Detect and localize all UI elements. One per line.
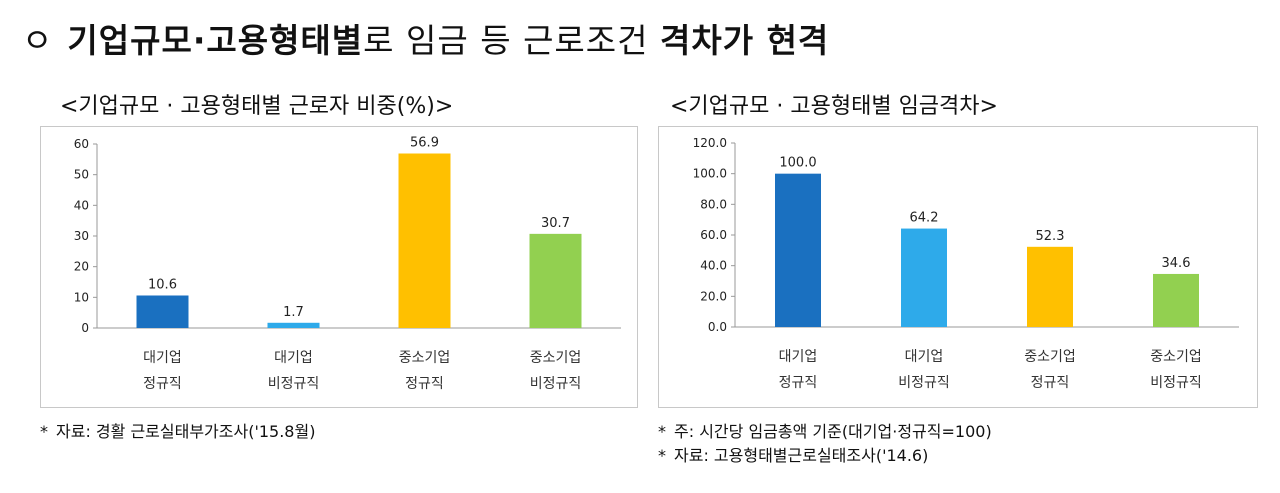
bar-value-label: 1.7: [283, 305, 304, 320]
x-category-sublabel: 정규직: [1031, 375, 1070, 391]
title-bold-part-1: 기업규모·고용형태별: [67, 21, 364, 60]
title-normal-part: 로 임금 등 근로조건: [363, 21, 660, 60]
title-bold-part-2: 격차가 현격: [660, 21, 830, 60]
y-tick-label: 0: [81, 321, 89, 335]
bar-value-label: 30.7: [541, 216, 570, 231]
bar: [775, 173, 821, 327]
bar: [901, 228, 947, 327]
note-text: 주: 시간당 임금총액 기준(대기업·정규직=100): [674, 422, 992, 441]
title-bullet: ㅇ: [22, 21, 54, 60]
page-title: ㅇ 기업규모·고용형태별로 임금 등 근로조건 격차가 현격: [22, 14, 829, 62]
bar-value-label: 64.2: [910, 211, 939, 226]
bar: [398, 153, 451, 328]
x-category-label: 대기업: [779, 349, 818, 365]
x-category-sublabel: 비정규직: [1150, 375, 1202, 391]
x-category-label: 중소기업: [399, 350, 451, 366]
x-category-sublabel: 비정규직: [530, 376, 582, 392]
y-tick-label: 0.0: [708, 320, 727, 334]
y-tick-label: 60.0: [700, 228, 727, 242]
y-tick-label: 40.0: [700, 259, 727, 273]
y-tick-label: 10: [74, 290, 89, 304]
y-tick-label: 50: [74, 168, 89, 182]
x-category-sublabel: 정규직: [143, 376, 182, 392]
bar-value-label: 34.6: [1162, 256, 1191, 271]
left-source-note: * 자료: 경활 근로실태부가조사('15.8월): [40, 418, 315, 442]
bar-value-label: 10.6: [148, 277, 177, 292]
right-chart-title: <기업규모 · 고용형태별 임금격차>: [670, 94, 998, 119]
bar-value-label: 100.0: [779, 156, 816, 171]
y-tick-label: 20.0: [700, 289, 727, 303]
x-category-sublabel: 비정규직: [898, 375, 950, 391]
x-category-sublabel: 비정규직: [268, 376, 320, 392]
y-tick-label: 60: [74, 137, 89, 151]
y-tick-label: 80.0: [700, 197, 727, 211]
x-category-label: 중소기업: [1150, 349, 1202, 365]
x-category-label: 대기업: [143, 350, 182, 366]
bar-value-label: 52.3: [1036, 229, 1065, 244]
x-category-label: 대기업: [274, 350, 313, 366]
y-tick-label: 30: [74, 229, 89, 243]
x-category-sublabel: 정규직: [405, 376, 444, 392]
bar: [267, 322, 320, 328]
bar-value-label: 56.9: [410, 136, 439, 151]
note-text: 자료: 경활 근로실태부가조사('15.8월): [56, 422, 316, 441]
x-category-label: 중소기업: [530, 350, 582, 366]
y-tick-label: 120.0: [693, 136, 727, 150]
bar: [1027, 246, 1073, 327]
y-tick-label: 100.0: [693, 167, 727, 181]
bar: [136, 295, 189, 328]
x-category-label: 대기업: [905, 349, 944, 365]
y-tick-label: 20: [74, 260, 89, 274]
y-tick-label: 40: [74, 198, 89, 212]
bar: [529, 233, 582, 328]
x-category-sublabel: 정규직: [779, 375, 818, 391]
x-category-label: 중소기업: [1024, 349, 1076, 365]
note-star: *: [658, 446, 666, 465]
note-star: *: [40, 422, 48, 441]
note-text: 자료: 고용형태별근로실태조사('14.6): [674, 446, 929, 465]
right-footnote: * 주: 시간당 임금총액 기준(대기업·정규직=100): [658, 418, 992, 442]
left-chart-title: <기업규모 · 고용형태별 근로자 비중(%)>: [60, 94, 454, 119]
right-source-note: * 자료: 고용형태별근로실태조사('14.6): [658, 442, 928, 466]
note-star: *: [658, 422, 666, 441]
right-chart-svg: 0.0 20.0 40.0 60.0 80.0 100.0 120.0 100.0 대기업정규직…: [693, 136, 1239, 391]
bar: [1153, 273, 1199, 327]
